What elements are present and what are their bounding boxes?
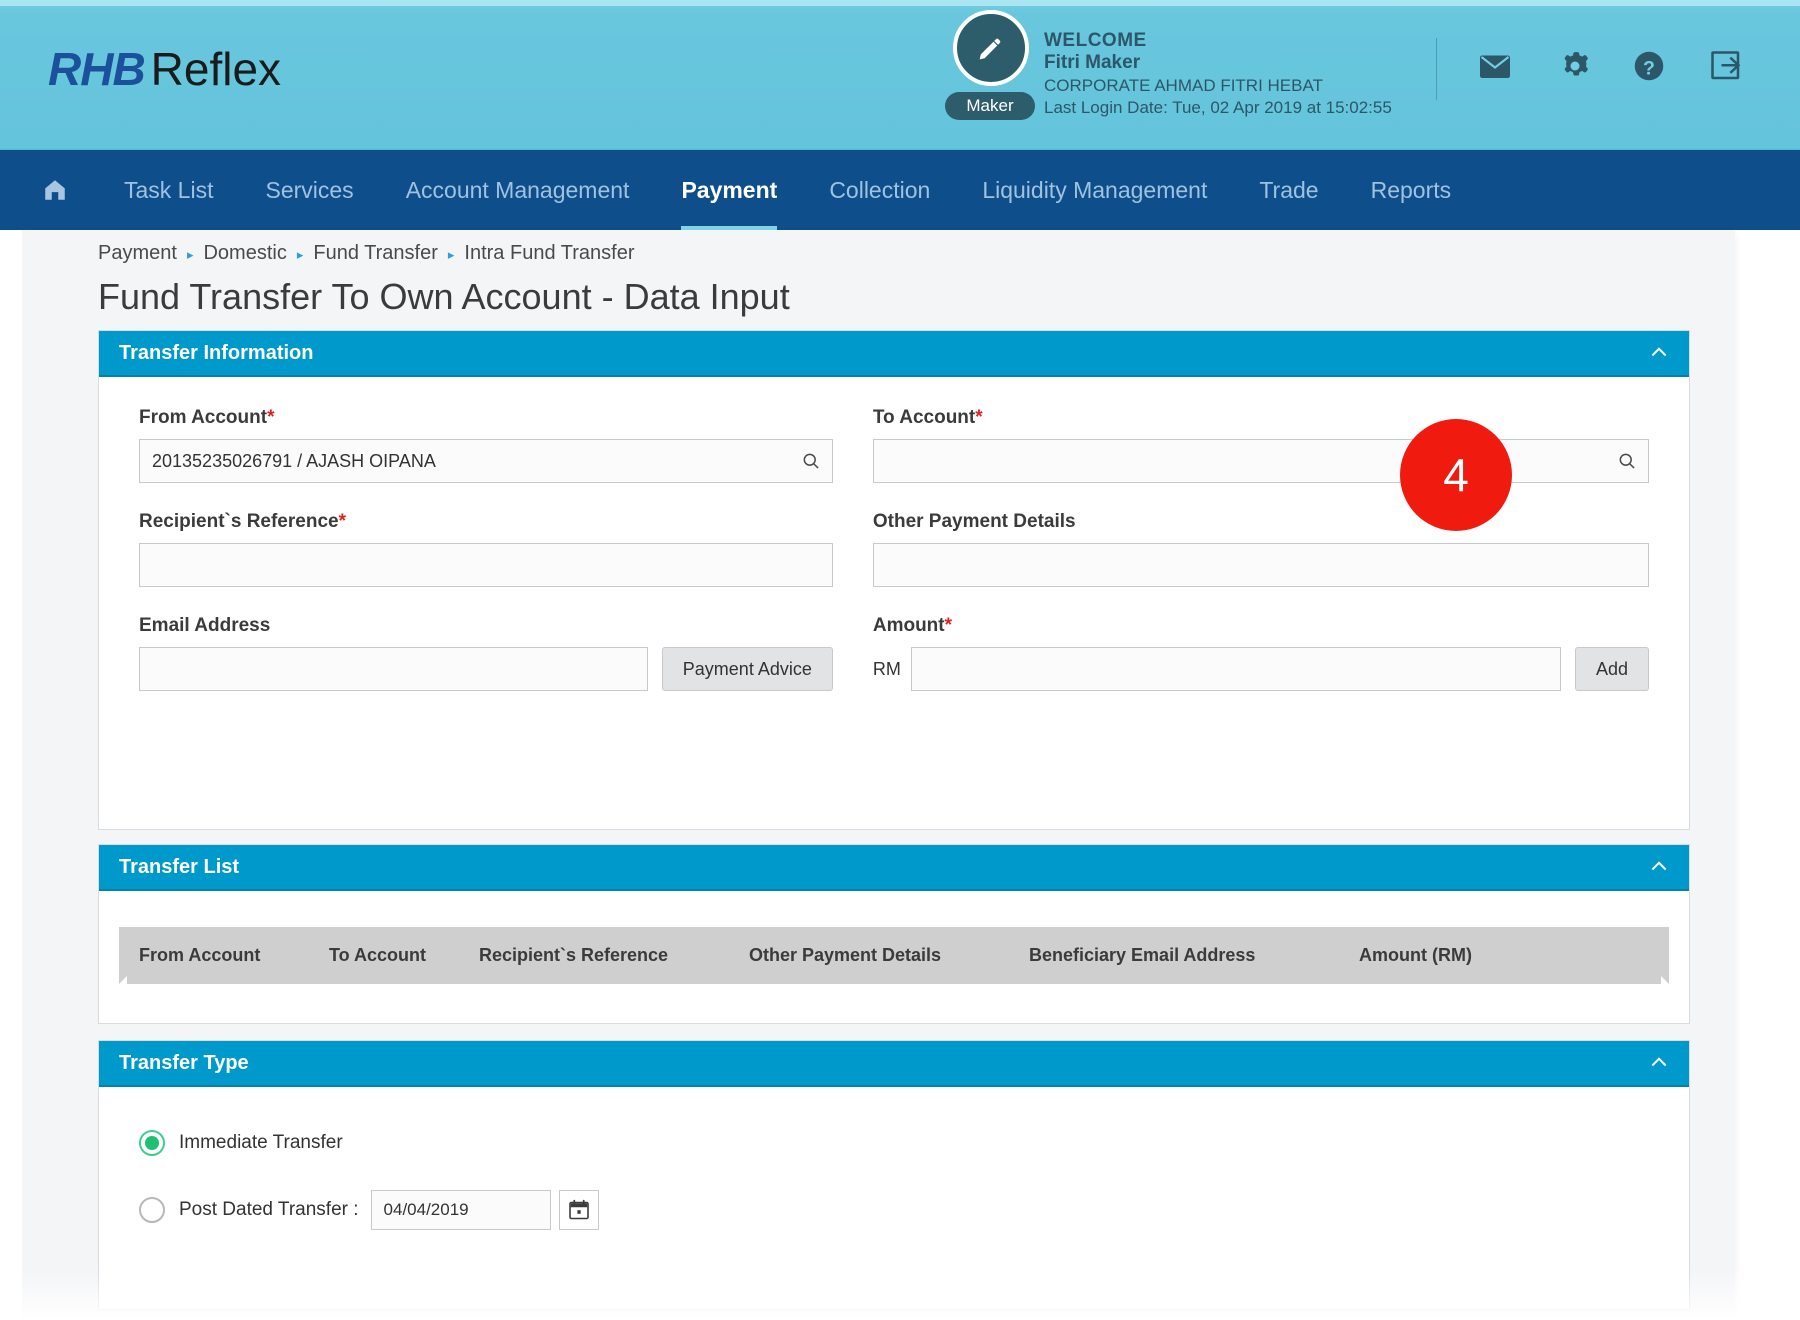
- svg-text:?: ?: [1643, 57, 1655, 79]
